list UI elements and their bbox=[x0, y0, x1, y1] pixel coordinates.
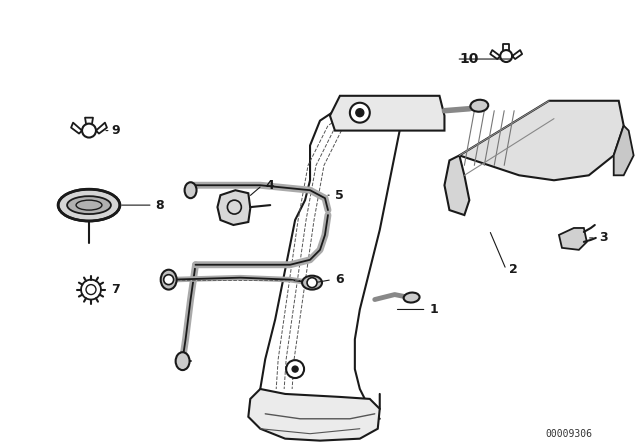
Text: 10: 10 bbox=[460, 52, 479, 66]
Circle shape bbox=[292, 366, 298, 372]
Text: 8: 8 bbox=[156, 198, 164, 211]
Ellipse shape bbox=[175, 352, 189, 370]
Ellipse shape bbox=[67, 196, 111, 214]
Polygon shape bbox=[218, 190, 250, 225]
Text: 5: 5 bbox=[335, 189, 344, 202]
Text: 4: 4 bbox=[265, 179, 274, 192]
Ellipse shape bbox=[161, 270, 177, 289]
Polygon shape bbox=[614, 125, 634, 175]
Circle shape bbox=[164, 275, 173, 284]
Polygon shape bbox=[248, 389, 380, 441]
Ellipse shape bbox=[404, 293, 420, 302]
Circle shape bbox=[307, 278, 317, 288]
Ellipse shape bbox=[470, 100, 488, 112]
Text: 7: 7 bbox=[111, 283, 120, 296]
Polygon shape bbox=[444, 155, 469, 215]
Ellipse shape bbox=[302, 276, 322, 289]
Ellipse shape bbox=[58, 189, 120, 221]
Text: 9: 9 bbox=[111, 124, 120, 137]
Text: 1: 1 bbox=[429, 303, 438, 316]
Polygon shape bbox=[559, 228, 587, 250]
Circle shape bbox=[356, 109, 364, 116]
Text: 3: 3 bbox=[599, 232, 607, 245]
Text: 00009306: 00009306 bbox=[545, 429, 593, 439]
Polygon shape bbox=[330, 96, 444, 130]
Circle shape bbox=[350, 103, 370, 123]
Text: 6: 6 bbox=[335, 273, 344, 286]
Text: 2: 2 bbox=[509, 263, 518, 276]
Circle shape bbox=[286, 360, 304, 378]
Ellipse shape bbox=[184, 182, 196, 198]
Polygon shape bbox=[460, 101, 623, 180]
